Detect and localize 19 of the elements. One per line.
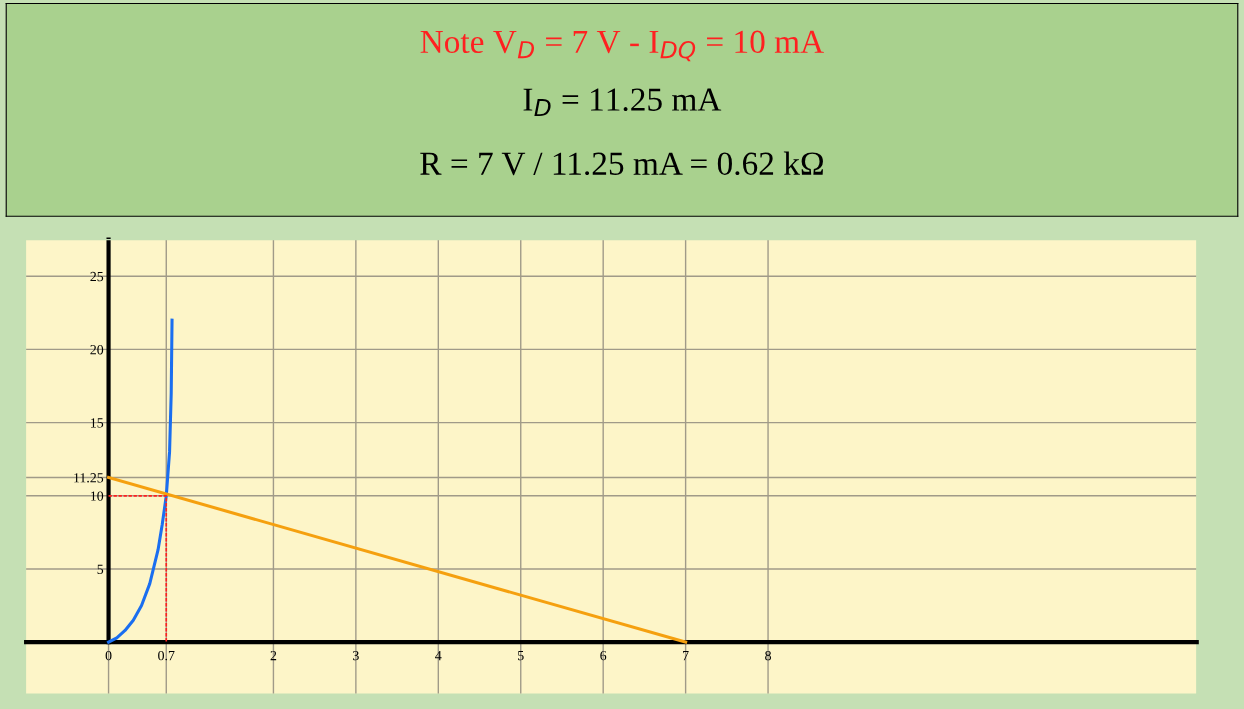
y-tick-label: 25	[90, 271, 104, 282]
x-tick-label: 8	[765, 650, 771, 661]
y-tick-label: 20	[90, 345, 104, 355]
line-series	[107, 318, 174, 644]
y-tick-label: 11.25	[74, 473, 104, 483]
x-tick-label: 6	[600, 650, 607, 661]
x-tick-label: 0.7	[158, 650, 175, 661]
y-tick-label: 10	[91, 491, 104, 501]
y-tick-label: 5	[97, 564, 104, 574]
x-tick-label: 2	[270, 650, 277, 661]
text: R = 7 V / 11.25 mA = 0.62 kΩ	[420, 151, 823, 176]
x-tick-label: 7	[683, 651, 689, 661]
x-tick-label: 5	[518, 651, 524, 661]
chart-subtitle: I$_{D}$ = 11.25 mA	[523, 88, 722, 117]
y-tick-label: 15	[91, 418, 104, 428]
x-tick-label: 0	[105, 650, 112, 661]
x-tick-label: 4	[435, 651, 442, 661]
x-tick-label: 3	[353, 650, 359, 661]
chart-title: Note V$_{D}$ = 7 V - I$_{DQ}$ = 10 mA	[420, 30, 824, 62]
